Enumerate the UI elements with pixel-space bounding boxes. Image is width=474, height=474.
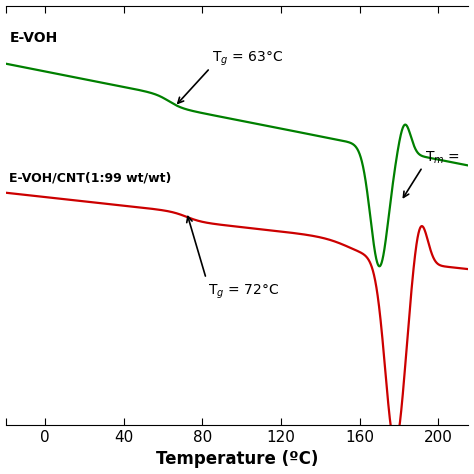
Text: E-VOH/CNT(1:99 wt/wt): E-VOH/CNT(1:99 wt/wt): [9, 171, 172, 184]
Text: T$_g$ = 63°C: T$_g$ = 63°C: [212, 50, 283, 68]
X-axis label: Temperature (ºC): Temperature (ºC): [155, 450, 318, 468]
Text: T$_m$ =: T$_m$ =: [425, 150, 460, 166]
Text: E-VOH: E-VOH: [9, 31, 58, 45]
Text: T$_g$ = 72°C: T$_g$ = 72°C: [208, 283, 279, 301]
